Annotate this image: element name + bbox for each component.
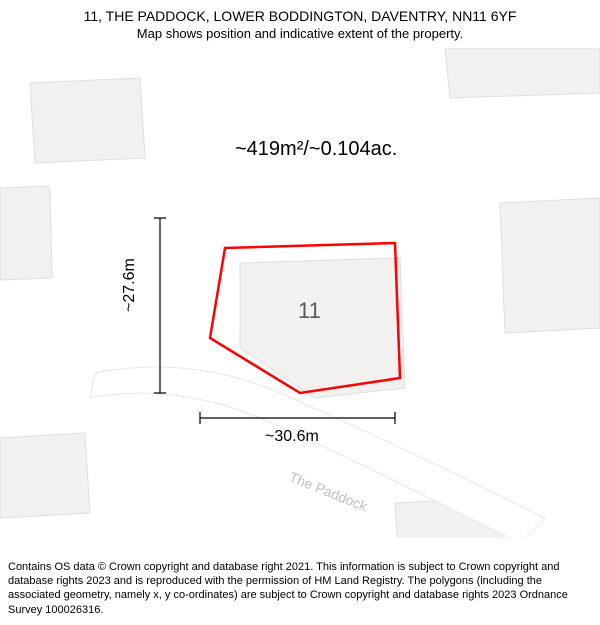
dimension-horizontal-text: ~30.6m: [265, 428, 319, 446]
property-number-label: 11: [298, 298, 321, 324]
background-building: [500, 198, 600, 333]
background-building: [0, 433, 90, 518]
page-title: 11, THE PADDOCK, LOWER BODDINGTON, DAVEN…: [0, 8, 600, 24]
dimension-vertical-text: ~27.6m: [121, 258, 139, 312]
main-building: [240, 258, 405, 398]
background-building: [30, 78, 145, 163]
background-building: [445, 48, 600, 98]
copyright-footer: Contains OS data © Crown copyright and d…: [8, 560, 592, 617]
page-subtitle: Map shows position and indicative extent…: [0, 26, 600, 41]
header: 11, THE PADDOCK, LOWER BODDINGTON, DAVEN…: [0, 0, 600, 41]
area-label: ~419m²/~0.104ac.: [235, 138, 397, 161]
map-svg: [0, 48, 600, 538]
map-canvas: ~419m²/~0.104ac. 11 ~27.6m ~30.6m The Pa…: [0, 48, 600, 538]
background-building: [0, 186, 52, 280]
